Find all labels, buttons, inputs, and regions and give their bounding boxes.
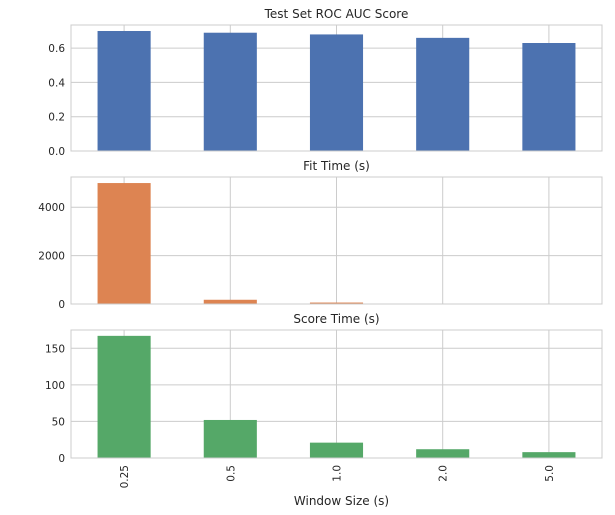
y-tick-label: 150 — [45, 343, 65, 355]
y-tick-label: 0.6 — [48, 43, 65, 55]
bar-0-25 — [97, 31, 151, 151]
bar-0-25 — [97, 335, 151, 458]
y-tick-label: 2000 — [38, 251, 65, 263]
panel-1: 0.0 0.2 0.4 0.6 Test Set ROC AUC Score — [48, 7, 603, 158]
bar-0-5 — [203, 419, 257, 458]
y-tick-label: 0 — [58, 453, 65, 465]
panel-frame — [70, 176, 603, 305]
bar-2-0 — [416, 449, 470, 458]
x-tick-label: 0.5 — [225, 465, 237, 482]
x-tick-label: 5.0 — [544, 465, 556, 482]
panel-title: Score Time (s) — [293, 312, 379, 326]
panel-frame — [70, 329, 603, 459]
bar-5-0 — [522, 452, 576, 458]
bar-1-0 — [309, 442, 364, 458]
panel-frame — [70, 24, 603, 152]
y-tick-label: 0.0 — [48, 146, 65, 158]
panel-title: Fit Time (s) — [303, 159, 370, 173]
y-tick-label: 50 — [52, 416, 65, 428]
panel-2: 0 2000 4000 Fit Time (s) — [38, 159, 603, 311]
bar-2-0 — [416, 37, 470, 151]
bar-5-0 — [522, 43, 576, 151]
bar-0-25 — [97, 183, 151, 304]
y-tick-label: 100 — [45, 380, 65, 392]
x-tick-label: 1.0 — [332, 465, 344, 482]
bar-1-0 — [309, 302, 364, 304]
x-tick-label: 2.0 — [438, 465, 450, 482]
panel-3: 0 50 100 150 Score Time (s) — [45, 312, 603, 465]
y-tick-label: 0.2 — [48, 112, 65, 124]
y-tick-label: 0 — [58, 299, 65, 311]
y-tick-label: 4000 — [38, 202, 65, 214]
y-tick-label: 0.4 — [48, 77, 65, 89]
bar-0-5 — [203, 299, 257, 304]
x-tick-label: 0.25 — [119, 465, 131, 488]
x-axis-label: Window Size (s) — [294, 494, 389, 508]
bar-1-0 — [309, 34, 364, 151]
panel-title: Test Set ROC AUC Score — [264, 7, 409, 21]
bar-0-5 — [203, 32, 257, 151]
